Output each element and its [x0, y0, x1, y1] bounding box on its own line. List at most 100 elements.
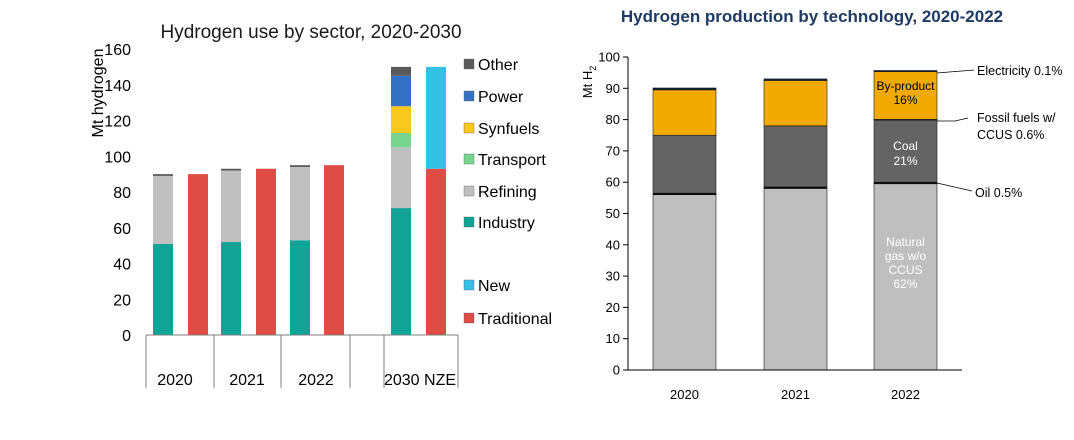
- y-axis-label-subscript: 2: [588, 66, 598, 71]
- axes: [627, 57, 962, 371]
- y-tick-label: 50: [606, 206, 620, 221]
- bar-segment-new: [426, 66, 446, 169]
- y-tick-label: 100: [104, 149, 131, 166]
- x-tick-label: 2020: [670, 387, 699, 402]
- y-tick-label: 40: [113, 257, 131, 274]
- y-tick-label: 30: [606, 269, 620, 284]
- bar-segment: [763, 80, 828, 127]
- chart-hydrogen-use: Hydrogen use by sector, 2020-2030 Mt hyd…: [90, 22, 552, 389]
- y-tick-label: 60: [113, 221, 131, 238]
- chart-title: Hydrogen use by sector, 2020-2030: [160, 22, 461, 43]
- bar-segment-other: [290, 165, 310, 167]
- bar-segment: [763, 78, 828, 81]
- legend-swatch-industry: [463, 216, 475, 228]
- legend-swatch-transport: [463, 153, 475, 165]
- bar-segment-industry: [153, 243, 173, 335]
- label-byproduct: By-product: [876, 79, 935, 93]
- legend-label-transport: Transport: [478, 152, 546, 169]
- annotation-electricity: Electricity 0.1%: [977, 64, 1062, 78]
- y-tick-label: 80: [113, 185, 131, 202]
- legend-swatch-synfuels: [463, 122, 475, 134]
- y-axis-label-main: Mt H: [580, 71, 595, 98]
- label-byproduct: 16%: [893, 93, 917, 107]
- bar-segment: [873, 183, 938, 371]
- bars: [652, 70, 938, 371]
- bar-segment-industry: [290, 240, 310, 335]
- label-natural-gas: CCUS: [888, 263, 922, 277]
- bar-segment: [652, 87, 717, 91]
- y-tick-label: 0: [122, 328, 131, 345]
- legend-label-other: Other: [478, 57, 519, 74]
- y-tick-label: 0: [613, 363, 620, 378]
- leader-line-electricity: [936, 69, 975, 74]
- y-tick-label: 80: [606, 112, 620, 127]
- label-natural-gas: 62%: [893, 277, 917, 291]
- x-tick-label: 2022: [298, 372, 334, 389]
- y-tick-label: 90: [606, 81, 620, 96]
- x-tick-label: 2021: [229, 372, 265, 389]
- bar-segment-refining: [153, 175, 173, 244]
- bar-segment-traditional: [324, 165, 344, 335]
- y-tick-label: 100: [598, 50, 620, 65]
- x-tick-label: 2021: [781, 387, 810, 402]
- annotation-fossil-ccus: CCUS 0.6%: [977, 128, 1044, 142]
- legend-swatch-other: [463, 58, 475, 70]
- bar-segment-traditional: [426, 168, 446, 335]
- bar-segment: [652, 194, 717, 371]
- y-tick-label: 120: [104, 114, 131, 131]
- legend-swatch-refining: [463, 185, 475, 197]
- bar-segment: [652, 134, 717, 194]
- y-tick-label: 70: [606, 143, 620, 158]
- chart-hydrogen-production: Hydrogen production by technology, 2020-…: [580, 7, 1062, 402]
- y-tick-label: 40: [606, 237, 620, 252]
- bar-segment-other: [221, 168, 241, 171]
- bar-segment: [873, 119, 938, 183]
- bar-segment-other: [391, 66, 411, 76]
- bar-segment-refining: [221, 170, 241, 243]
- annotation-fossil-ccus: Fossil fuels w/: [977, 111, 1056, 125]
- y-axis-ticks: 0 10 20 30 40 50 60 70 80 90 100: [598, 50, 628, 378]
- bar-segment-industry: [221, 242, 241, 335]
- bar-segment: [763, 125, 828, 188]
- y-tick-label: 20: [606, 300, 620, 315]
- chart-title: Hydrogen production by technology, 2020-…: [621, 7, 1003, 26]
- bar-segment: [763, 188, 828, 371]
- x-tick-label: 2030 NZE: [384, 372, 456, 389]
- y-tick-label: 60: [606, 175, 620, 190]
- legend: Other Power Synfuels Transport Refining Indus…: [463, 57, 552, 328]
- bars: [153, 66, 446, 335]
- legend-label-power: Power: [478, 89, 524, 106]
- legend-label-new: New: [478, 278, 510, 295]
- bar-segment-industry: [391, 208, 411, 335]
- y-tick-label: 160: [104, 42, 131, 59]
- legend-swatch-traditional: [463, 312, 475, 324]
- legend-label-refining: Refining: [478, 184, 537, 201]
- leader-line-fossil-ccus: [937, 117, 969, 122]
- bar-segment-refining: [290, 166, 310, 241]
- bar-segment-traditional: [188, 174, 208, 335]
- y-axis-label: Mt hydrogen: [90, 49, 107, 138]
- legend-swatch-new: [463, 279, 475, 291]
- annotations: Electricity 0.1% Fossil fuels w/CCUS 0.6%…: [936, 64, 1062, 200]
- annotation-oil: Oil 0.5%: [975, 186, 1022, 200]
- legend-label-traditional: Traditional: [478, 311, 552, 328]
- bar-segment-other: [153, 174, 173, 176]
- label-natural-gas: Natural: [886, 235, 925, 249]
- y-axis-ticks: 0 20 40 60 80 100 120 140 160: [104, 42, 131, 345]
- leader-line-oil: [936, 182, 973, 192]
- bar-segment-traditional: [256, 168, 276, 335]
- y-tick-label: 140: [104, 78, 131, 95]
- bar-segment-synfuels: [391, 106, 411, 134]
- y-axis-label: Mt H2: [580, 66, 598, 98]
- bar-segment: [652, 89, 717, 136]
- x-tick-label: 2022: [891, 387, 920, 402]
- bar-segment: [873, 70, 938, 73]
- legend-label-industry: Industry: [478, 215, 535, 232]
- label-coal: Coal: [893, 139, 918, 153]
- x-axis-labels: 2020 2021 2022: [670, 387, 920, 402]
- bar-segment-refining: [391, 147, 411, 209]
- legend-swatch-power: [463, 90, 475, 102]
- y-tick-label: 10: [606, 331, 620, 346]
